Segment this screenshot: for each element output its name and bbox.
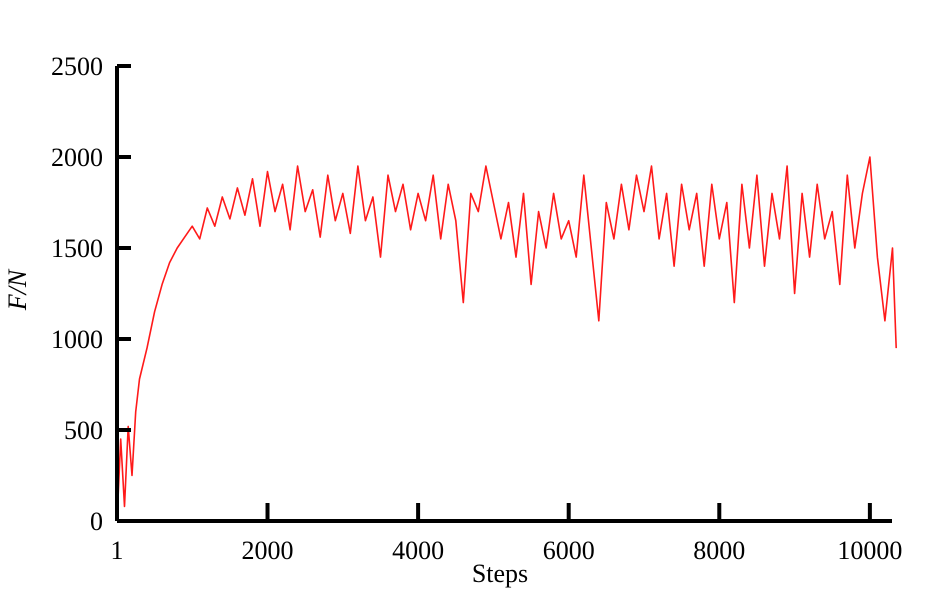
y-tick-label: 1500 [51,234,103,263]
y-tick-label: 500 [64,416,103,445]
y-tick-label: 1000 [51,325,103,354]
x-tick-label: 1 [111,536,124,565]
x-tick-label: 4000 [392,536,444,565]
x-tick-label: 8000 [693,536,745,565]
y-tick-label: 2500 [51,52,103,81]
x-axis-label: Steps [472,559,528,588]
x-tick-label: 6000 [543,536,595,565]
y-axis-label: F/N [3,268,32,311]
data-line [116,156,897,522]
y-tick-label: 0 [90,507,103,536]
x-tick-label: 10000 [837,536,902,565]
y-tick-label: 2000 [51,143,103,172]
x-tick-label: 2000 [242,536,294,565]
